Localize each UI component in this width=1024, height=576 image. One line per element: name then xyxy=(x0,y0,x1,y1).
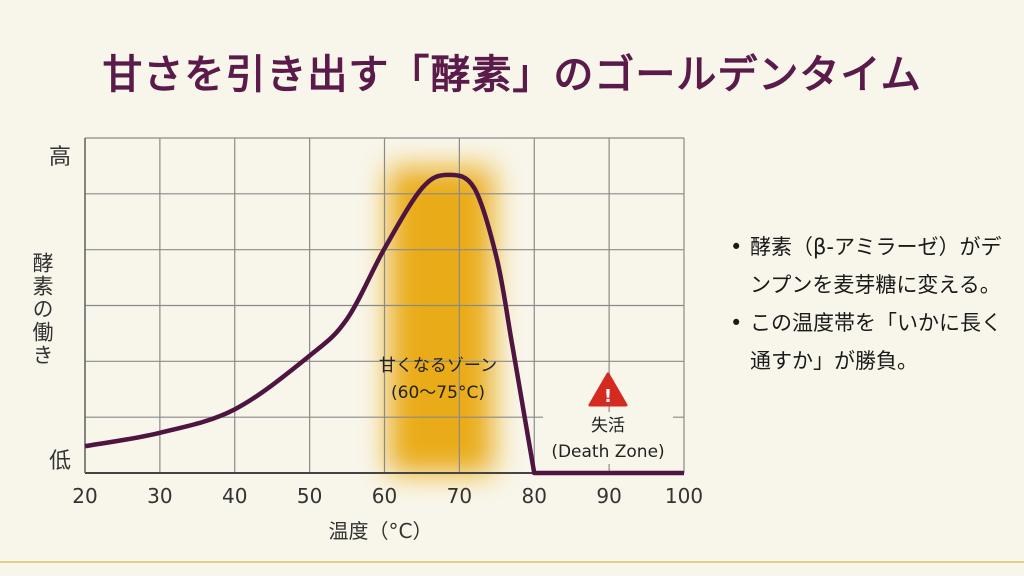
activity-curve xyxy=(84,172,684,476)
y-tick-low: 低 xyxy=(49,449,71,474)
y-tick-high: 高 xyxy=(49,145,71,170)
y-axis-label: 酵素の働き xyxy=(30,252,54,367)
x-tick-label: 80 xyxy=(522,484,547,508)
x-tick-label: 50 xyxy=(297,484,322,508)
death-zone-label-bg xyxy=(543,412,673,464)
x-tick-label: 70 xyxy=(447,484,472,508)
x-tick-label: 100 xyxy=(665,484,703,508)
death-zone-sublabel: (Death Zone) xyxy=(551,442,664,462)
bullet-marker: • xyxy=(730,235,743,259)
x-tick-label: 40 xyxy=(222,484,247,508)
bullet-marker: • xyxy=(730,311,743,335)
sweet-zone-range: (60〜75°C) xyxy=(391,383,485,403)
page-title: 甘さを引き出す「酵素」のゴールデンタイム xyxy=(102,51,922,98)
footer-divider xyxy=(0,561,1024,563)
x-tick-label: 20 xyxy=(72,484,97,508)
x-tick-label: 60 xyxy=(372,484,397,508)
warning-triangle-icon xyxy=(588,372,628,407)
bullet-text: 酵素（β-アミラーゼ）がデンプンを麦芽糖に変える。 xyxy=(750,235,1002,297)
bullet-text: この温度帯を「いかに長く通すか」が勝負。 xyxy=(750,311,1002,373)
sweet-zone-band xyxy=(388,168,493,473)
sweet-zone-label: 甘くなるゾーン xyxy=(379,356,497,376)
death-zone-label: 失活 xyxy=(591,416,625,436)
x-tick-label: 90 xyxy=(596,484,621,508)
x-axis-label: 温度（°C） xyxy=(329,519,433,543)
bullet-item: • この温度帯を「いかに長く通すか」が勝負。 xyxy=(730,304,1010,380)
bullet-list: • 酵素（β-アミラーゼ）がデンプンを麦芽糖に変える。 • この温度帯を「いかに長く… xyxy=(730,228,1010,380)
x-tick-label: 30 xyxy=(147,484,172,508)
warning-exclamation: ! xyxy=(604,386,612,407)
bullet-item: • 酵素（β-アミラーゼ）がデンプンを麦芽糖に変える。 xyxy=(730,228,1010,304)
